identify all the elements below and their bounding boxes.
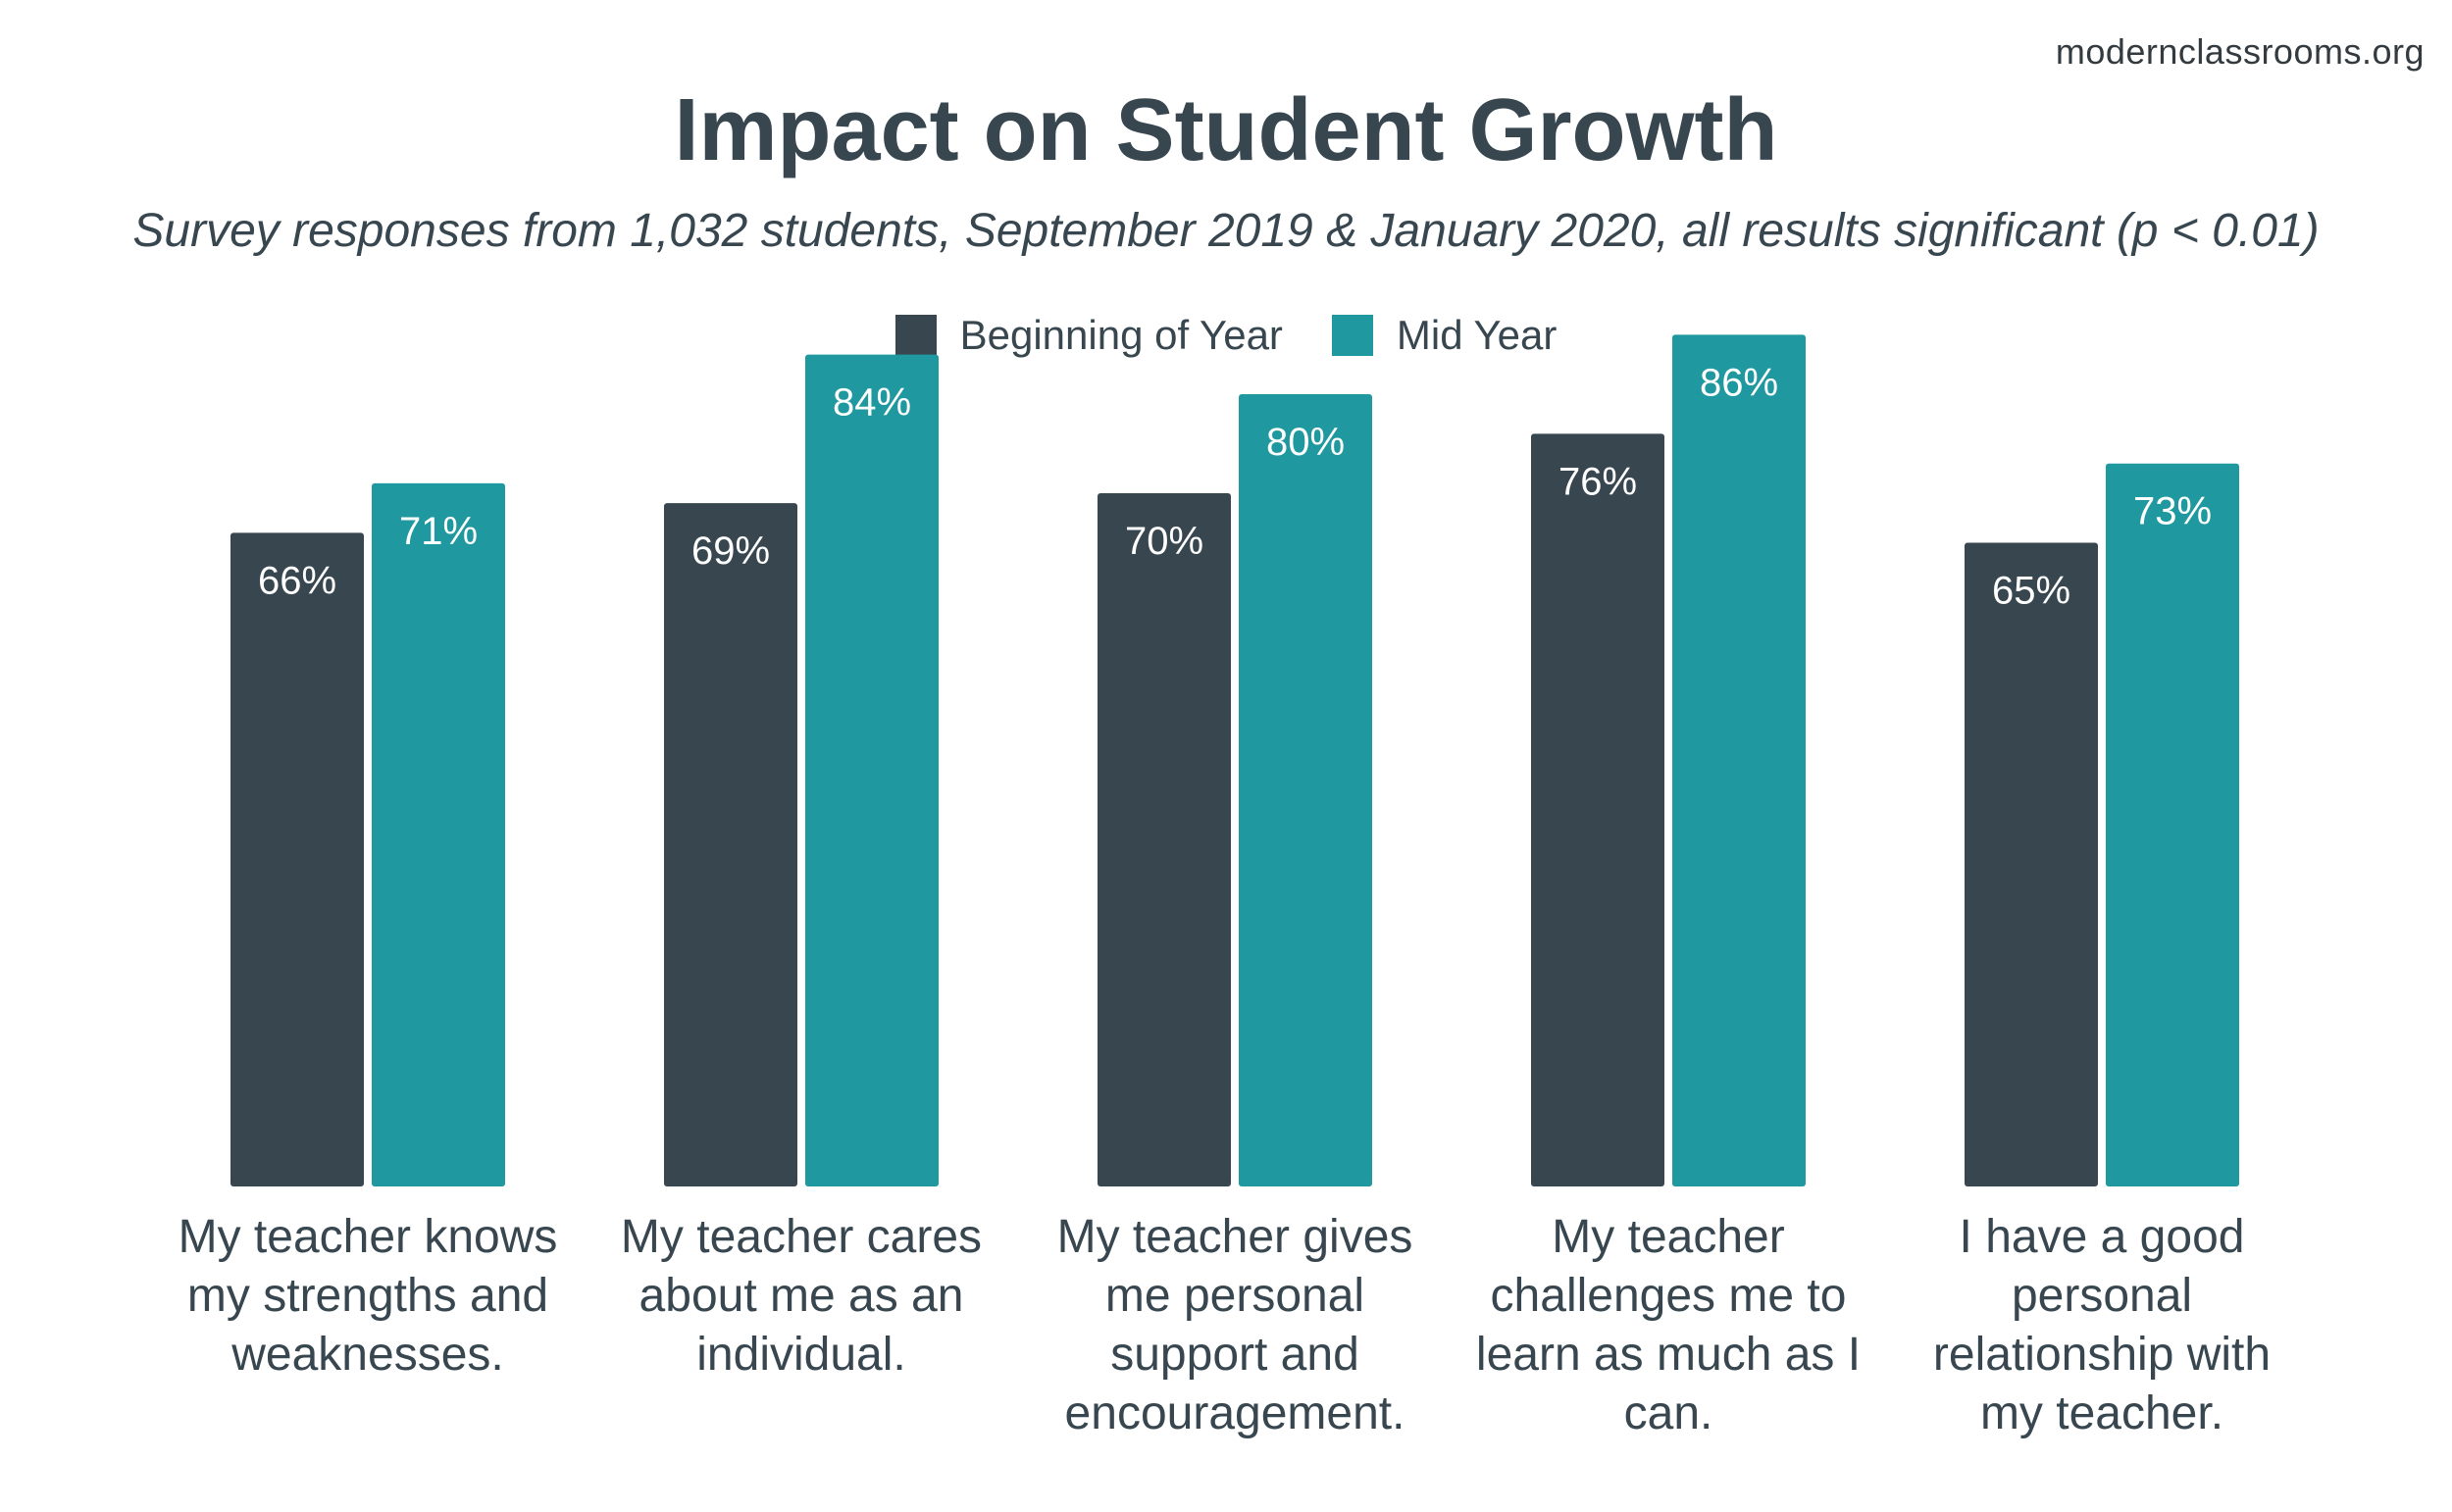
bar-beginning-of-year xyxy=(230,532,364,1186)
bar-mid-year xyxy=(805,354,939,1187)
category-label: My teacher gives me personal support and… xyxy=(1056,1211,1413,1439)
bar-mid-year xyxy=(1239,394,1372,1186)
bar-value-label: 71% xyxy=(399,510,478,553)
chart-title: Impact on Student Growth xyxy=(674,81,1778,179)
category-label: My teacher challenges me to learn as muc… xyxy=(1475,1211,1862,1439)
legend-label-mid: Mid Year xyxy=(1396,312,1558,358)
bar-value-label: 73% xyxy=(2133,490,2212,533)
bar-beginning-of-year xyxy=(1531,433,1664,1186)
bar-beginning-of-year xyxy=(1098,493,1231,1186)
chart-legend: Beginning of Year Mid Year xyxy=(0,312,2452,359)
bar-value-label: 66% xyxy=(258,559,336,602)
category-label: My teacher cares about me as an individu… xyxy=(620,1211,983,1381)
bar-value-label: 69% xyxy=(691,529,770,573)
bar-mid-year xyxy=(2106,463,2239,1186)
category-label: I have a good personal relationship with… xyxy=(1932,1211,2272,1439)
legend-swatch-beginning xyxy=(894,315,937,356)
bar-mid-year xyxy=(1672,334,1806,1186)
bar-value-label: 76% xyxy=(1558,460,1637,503)
bar-value-label: 70% xyxy=(1125,520,1203,563)
bar-value-label: 65% xyxy=(1992,570,2070,613)
bar-value-label: 84% xyxy=(833,381,911,425)
chart-subtitle: Survey responses from 1,032 students, Se… xyxy=(132,205,2320,257)
legend-swatch-mid xyxy=(1331,315,1373,356)
legend-label-beginning: Beginning of Year xyxy=(959,312,1283,358)
bar-beginning-of-year xyxy=(664,503,797,1186)
bar-value-label: 86% xyxy=(1700,361,1778,404)
category-label: My teacher knows my strengths and weakne… xyxy=(178,1211,558,1381)
bar-mid-year xyxy=(372,482,505,1186)
bar-value-label: 80% xyxy=(1266,421,1345,464)
legend-item-mid: Mid Year xyxy=(1331,312,1558,359)
legend-item-beginning: Beginning of Year xyxy=(894,312,1283,359)
bar-beginning-of-year xyxy=(1965,542,2098,1186)
source-attribution: modernclassrooms.org xyxy=(2055,31,2425,72)
